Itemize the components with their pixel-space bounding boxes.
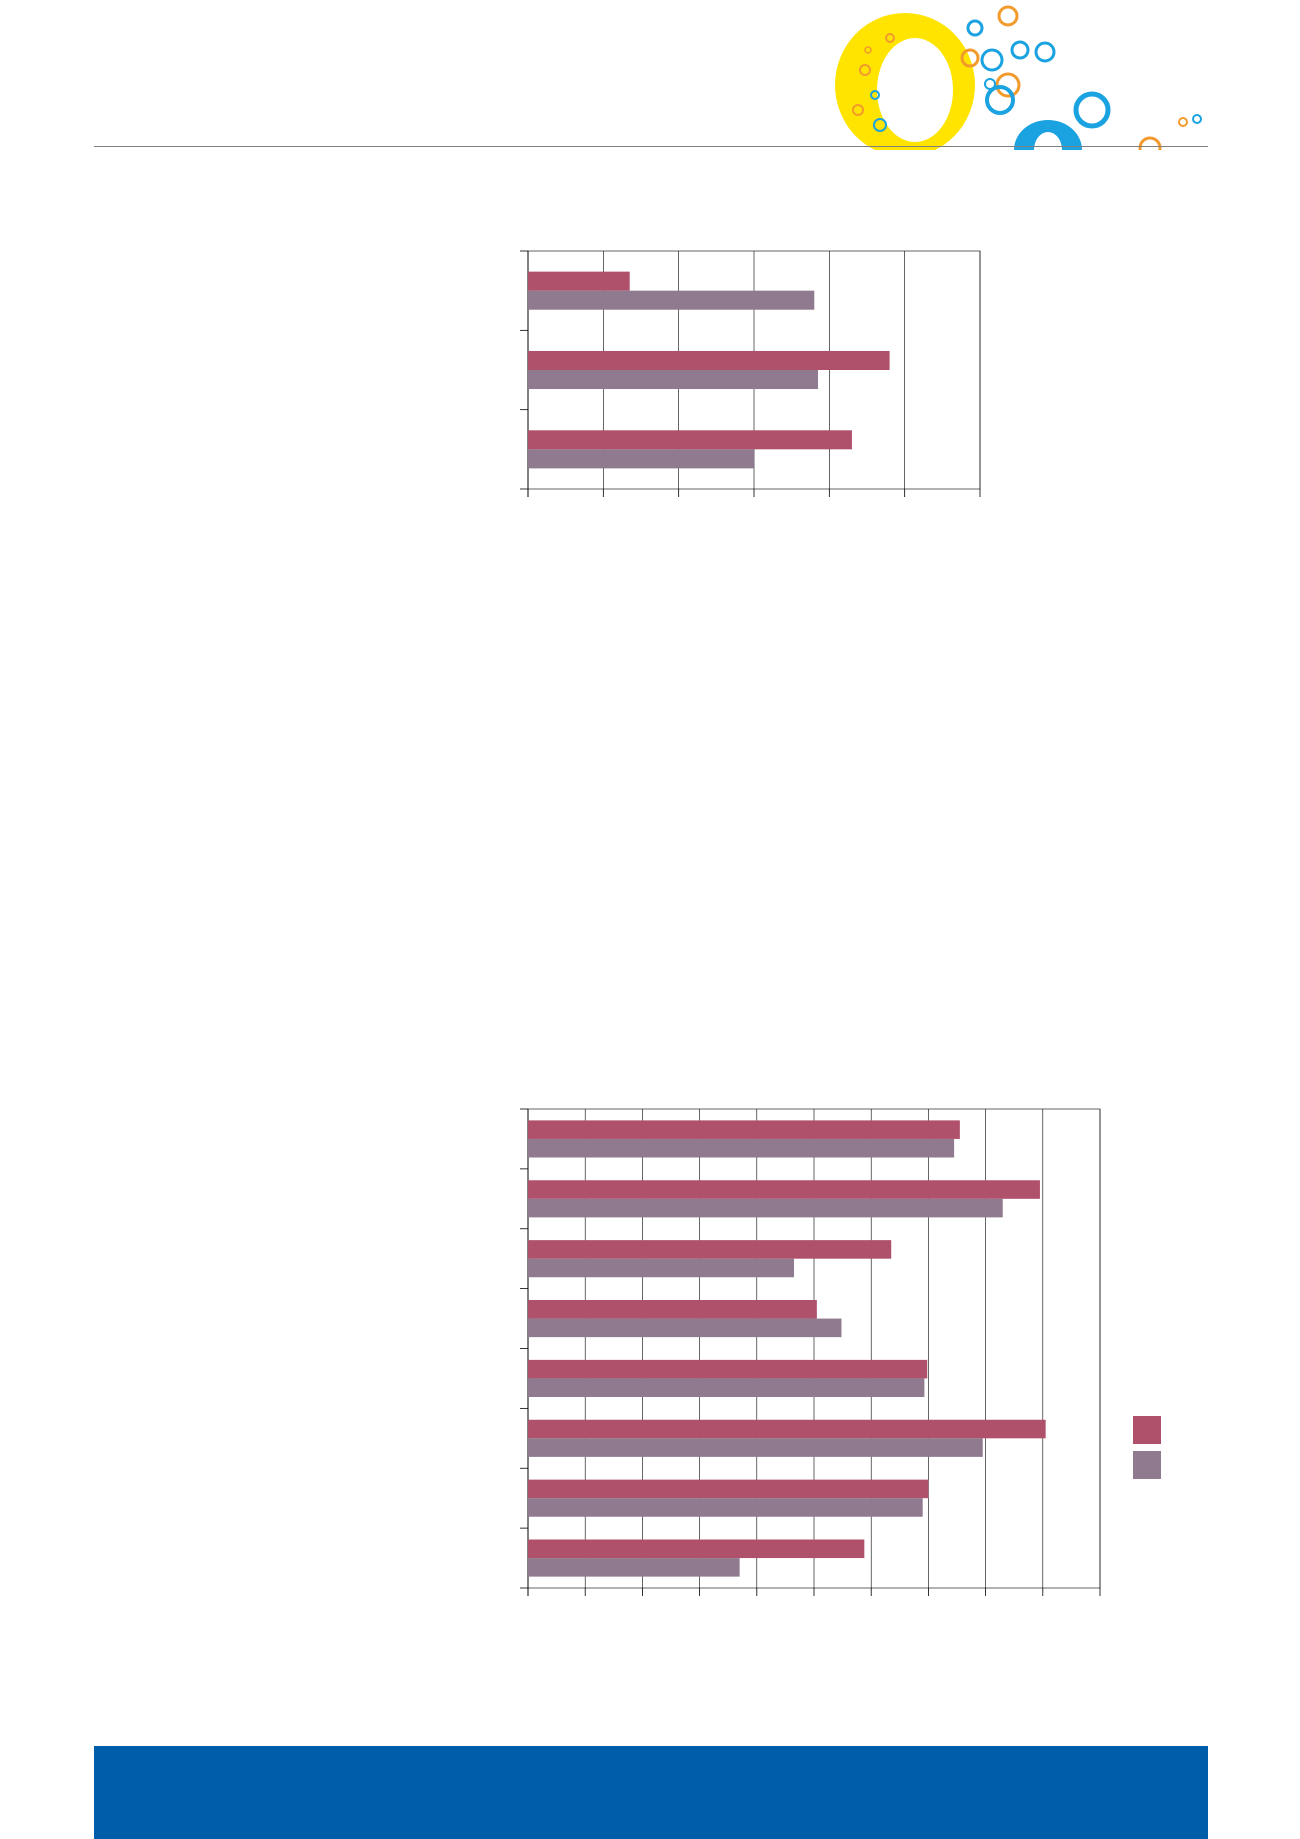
footer-band <box>94 1746 1208 1839</box>
bubbles-logo-icon <box>820 0 1210 180</box>
chart2-legend-swatch <box>1133 1451 1161 1479</box>
chart2-bar <box>528 1180 1040 1199</box>
chart1-bar <box>528 449 754 469</box>
bar-chart-1 <box>500 240 1051 510</box>
chart1-bar <box>528 271 630 291</box>
header-rule <box>94 146 1208 147</box>
chart2-bar <box>528 1438 983 1457</box>
chart2-bar <box>528 1539 865 1559</box>
chart2-legend-swatch <box>1133 1416 1161 1444</box>
bar-chart-1-plot <box>520 250 1051 497</box>
chart2-bar <box>528 1359 928 1379</box>
chart1-bar <box>528 350 890 370</box>
chart1-bar <box>528 290 815 310</box>
chart2-bar <box>528 1300 817 1319</box>
bar-chart-2 <box>500 1090 1180 1600</box>
chart2-bar <box>528 1558 740 1577</box>
chart2-bar <box>528 1258 794 1278</box>
chart1-bar <box>528 430 852 450</box>
chart2-bar <box>528 1138 955 1158</box>
chart2-bar <box>528 1378 925 1397</box>
chart2-bar <box>528 1318 842 1338</box>
chart2-bar <box>528 1240 892 1259</box>
chart2-bar <box>528 1120 960 1139</box>
chart1-bar <box>528 370 819 390</box>
chart2-bar <box>528 1198 1003 1218</box>
chart2-bar <box>528 1498 923 1517</box>
bar-chart-2-plot <box>520 1108 1161 1596</box>
chart2-bar <box>528 1479 929 1499</box>
chart2-bar <box>528 1419 1046 1439</box>
